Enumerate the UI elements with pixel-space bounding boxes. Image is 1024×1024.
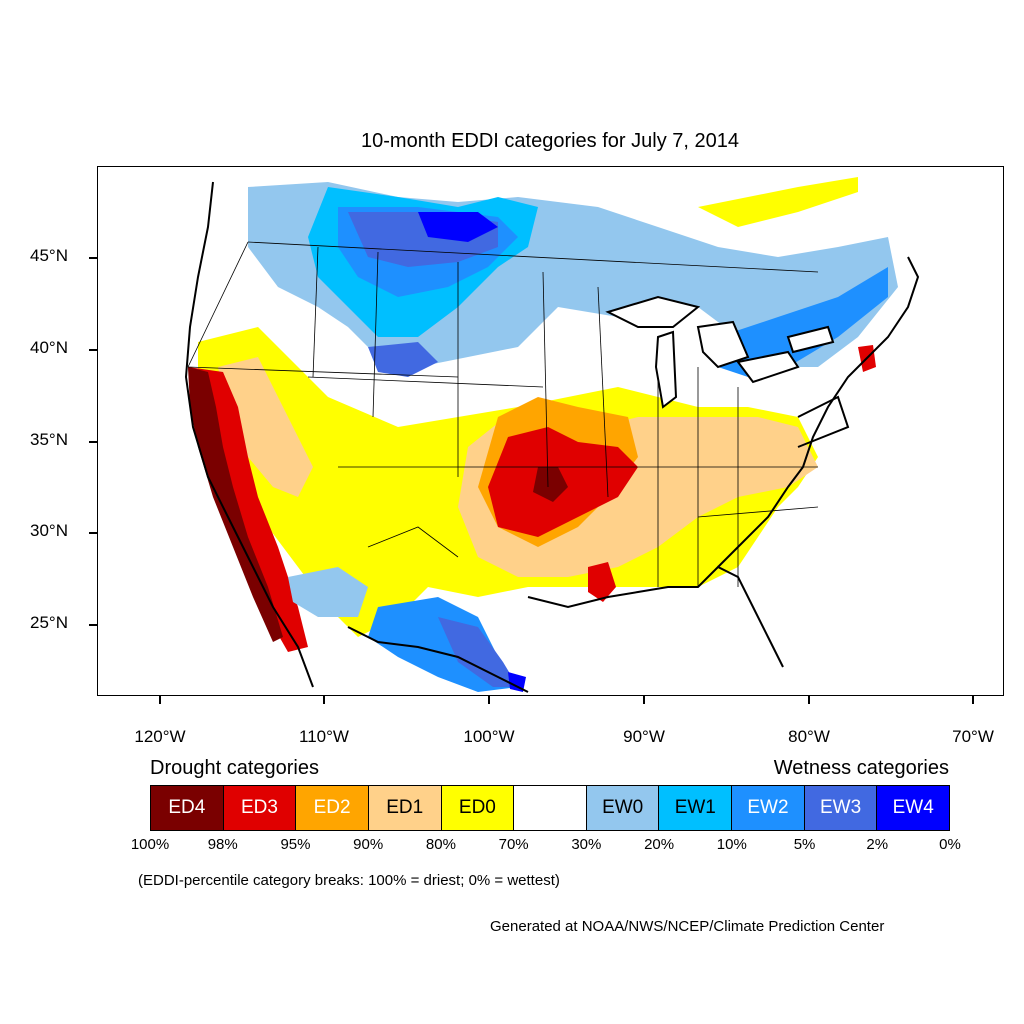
lat-tick-label: 30°N [30, 521, 68, 540]
ew1-great-lakes [718, 267, 888, 377]
percentile-break-label: 98% [207, 836, 238, 853]
legend-swatch: EW3 [804, 786, 878, 830]
map-title: 10-month EDDI categories for July 7, 201… [361, 130, 739, 152]
percentile-break-label: 70% [498, 836, 529, 853]
percentile-break-label: 10% [716, 836, 747, 853]
wetness-heading: Wetness categories [773, 757, 949, 779]
lat-tick-mark [89, 349, 97, 351]
legend-swatch: ED0 [441, 786, 515, 830]
percentile-break-label: 30% [571, 836, 602, 853]
lat-tick-label: 25°N [30, 613, 68, 632]
lat-tick-label: 35°N [30, 430, 68, 449]
credit-line: Generated at NOAA/NWS/NCEP/Climate Predi… [490, 918, 885, 935]
lon-tick-mark [643, 696, 645, 704]
ew4-north [418, 212, 498, 242]
ew0-southwest [288, 567, 368, 617]
percentile-break-label: 5% [793, 836, 816, 853]
lon-tick-label: 80°W [788, 727, 830, 746]
percentile-break-label: 0% [939, 836, 961, 853]
legend-swatch: EW0 [586, 786, 660, 830]
coastline [184, 181, 920, 693]
great-lakes [605, 295, 835, 409]
lat-tick-mark [89, 532, 97, 534]
lon-tick-mark [972, 696, 974, 704]
lat-tick-label: 40°N [30, 338, 68, 357]
lon-tick-label: 100°W [463, 727, 515, 746]
ed4-plains [533, 467, 568, 502]
legend-swatch: EW1 [659, 786, 733, 830]
lat-tick-mark [89, 441, 97, 443]
percentile-break-label: 80% [425, 836, 456, 853]
percentile-break-label: 20% [644, 836, 675, 853]
lon-tick-mark [159, 696, 161, 704]
ew3-central [368, 342, 438, 377]
ew3-texas [438, 617, 518, 687]
legend-swatch [514, 786, 587, 830]
legend-swatch: EW4 [877, 786, 950, 830]
legend-swatch: ED1 [368, 786, 442, 830]
percentile-break-label: 2% [866, 836, 889, 853]
lon-tick-label: 70°W [952, 727, 994, 746]
ed1-region [218, 357, 313, 497]
ew4-texas-coast [508, 672, 526, 692]
ed3-louisiana [588, 562, 616, 602]
eddi-map [98, 167, 1003, 695]
lon-tick-label: 120°W [134, 727, 186, 746]
legend-swatch: ED3 [223, 786, 297, 830]
lon-tick-mark [808, 696, 810, 704]
map-panel [97, 166, 1004, 696]
legend-swatch: ED2 [296, 786, 369, 830]
ed0-northeast [698, 177, 858, 227]
drought-heading: Drought categories [150, 757, 319, 779]
lon-tick-label: 110°W [299, 727, 349, 746]
lon-tick-mark [488, 696, 490, 704]
percentile-break-label: 95% [280, 836, 311, 853]
breaks-note: (EDDI-percentile category breaks: 100% =… [138, 872, 560, 889]
legend-swatch: ED4 [151, 786, 224, 830]
legend-swatch: EW2 [732, 786, 805, 830]
lat-tick-mark [89, 257, 97, 259]
lat-tick-mark [89, 624, 97, 626]
lat-tick-label: 45°N [30, 246, 68, 265]
lon-tick-mark [323, 696, 325, 704]
percentile-break-label: 100% [130, 836, 170, 853]
ed4-california [188, 367, 283, 642]
category-legend: ED4 ED3 ED2 ED1 ED0 EW0 EW1 EW2 EW3 EW4 [150, 785, 950, 831]
percentile-breaks: 100% 98% 95% 90% 80% 70% 30% 20% 10% 5% 2% 0% [0, 836, 1024, 856]
lon-tick-label: 90°W [623, 727, 665, 746]
state-borders [187, 241, 819, 587]
percentile-break-label: 90% [353, 836, 384, 853]
